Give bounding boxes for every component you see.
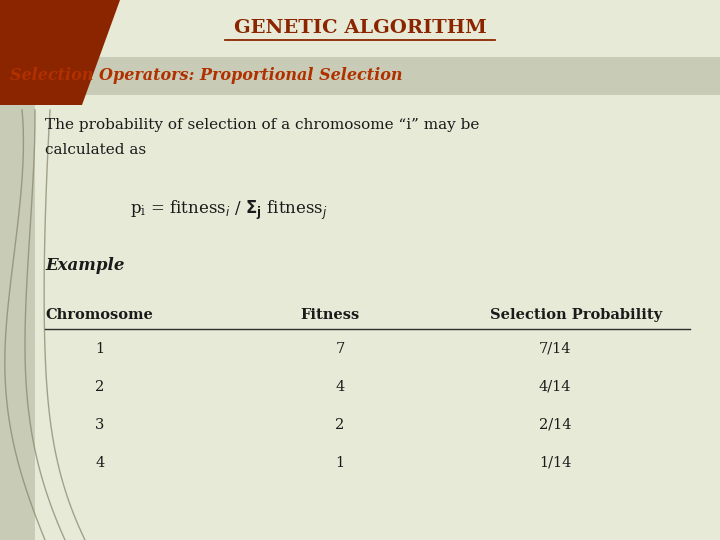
Text: Selection Operators: Proportional Selection: Selection Operators: Proportional Select… <box>10 68 402 84</box>
Bar <box>0 57 720 95</box>
Polygon shape <box>0 0 120 105</box>
Text: The probability of selection of a chromosome “i” may be: The probability of selection of a chromo… <box>45 118 480 132</box>
Text: Chromosome: Chromosome <box>45 308 153 322</box>
Text: Fitness: Fitness <box>300 308 359 322</box>
Text: Example: Example <box>45 256 125 273</box>
Text: 7/14: 7/14 <box>539 342 571 356</box>
Bar <box>0 0 35 540</box>
Text: Selection Probability: Selection Probability <box>490 308 662 322</box>
Text: 4/14: 4/14 <box>539 380 571 394</box>
Text: GENETIC ALGORITHM: GENETIC ALGORITHM <box>233 19 487 37</box>
Text: calculated as: calculated as <box>45 143 146 157</box>
Text: 1/14: 1/14 <box>539 456 571 470</box>
Text: 1: 1 <box>336 456 345 470</box>
Text: 4: 4 <box>95 456 104 470</box>
Text: 2/14: 2/14 <box>539 418 571 432</box>
Text: 7: 7 <box>336 342 345 356</box>
Text: 3: 3 <box>95 418 104 432</box>
Text: 2: 2 <box>95 380 104 394</box>
Text: 1: 1 <box>96 342 104 356</box>
Text: $\mathregular{p_i}$ = fitness$_i$ / $\mathbf{\Sigma_j}$ fitness$_j$: $\mathregular{p_i}$ = fitness$_i$ / $\ma… <box>130 198 328 221</box>
Text: 2: 2 <box>336 418 345 432</box>
Text: 4: 4 <box>336 380 345 394</box>
